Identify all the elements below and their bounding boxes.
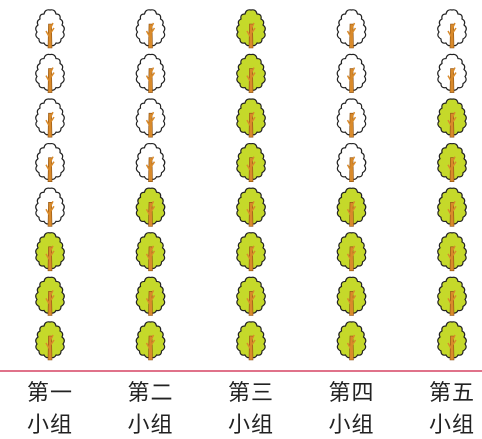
tree-empty — [34, 142, 66, 183]
category-label: 第一小组 — [27, 380, 74, 437]
tree-filled — [336, 321, 367, 361]
tree-filled — [235, 231, 267, 272]
tree-empty — [34, 53, 66, 94]
tree-empty — [336, 9, 367, 49]
empty-trees — [135, 9, 166, 183]
category-label: 第三小组 — [228, 380, 275, 437]
tree-filled — [135, 276, 166, 317]
tree-empty — [135, 53, 166, 94]
filled-trees — [235, 9, 267, 361]
tree-filled — [34, 276, 66, 317]
tree-empty — [336, 53, 367, 94]
filled-trees — [336, 187, 367, 361]
tree-empty — [34, 187, 66, 228]
tree-filled — [34, 231, 66, 272]
tree-filled — [235, 187, 267, 228]
tree-filled — [336, 276, 367, 317]
tree-filled — [436, 231, 468, 272]
empty-trees — [436, 9, 468, 94]
tree-filled — [235, 53, 267, 94]
filled-trees — [436, 98, 468, 361]
tree-filled — [436, 142, 468, 183]
empty-trees — [336, 9, 367, 183]
tree-filled — [235, 276, 267, 317]
tree-filled — [235, 98, 267, 138]
tree-filled — [135, 321, 166, 361]
tree-empty — [34, 9, 66, 49]
tree-filled — [135, 231, 166, 272]
tree-empty — [336, 142, 367, 183]
tree-empty — [135, 142, 166, 183]
category-label: 第五小组 — [429, 380, 476, 437]
tree-empty — [436, 9, 468, 49]
category-label: 第二小组 — [127, 380, 174, 437]
tree-empty — [135, 9, 166, 49]
category-label: 第四小组 — [328, 380, 375, 437]
tree-filled — [135, 187, 166, 228]
tree-filled — [336, 231, 367, 272]
tree-empty — [34, 98, 66, 138]
tree-filled — [436, 187, 468, 228]
tree-empty — [436, 53, 468, 94]
filled-trees — [135, 187, 166, 361]
tree-filled — [34, 321, 66, 361]
tree-filled — [336, 187, 367, 228]
tree-filled — [436, 98, 468, 138]
empty-trees — [34, 9, 66, 228]
tree-empty — [135, 98, 166, 138]
tree-filled — [235, 321, 267, 361]
tree-filled — [235, 9, 267, 49]
tree-filled — [436, 321, 468, 361]
tree-filled — [436, 276, 468, 317]
filled-trees — [34, 231, 66, 361]
tree-filled — [235, 142, 267, 183]
tree-empty — [336, 98, 367, 138]
